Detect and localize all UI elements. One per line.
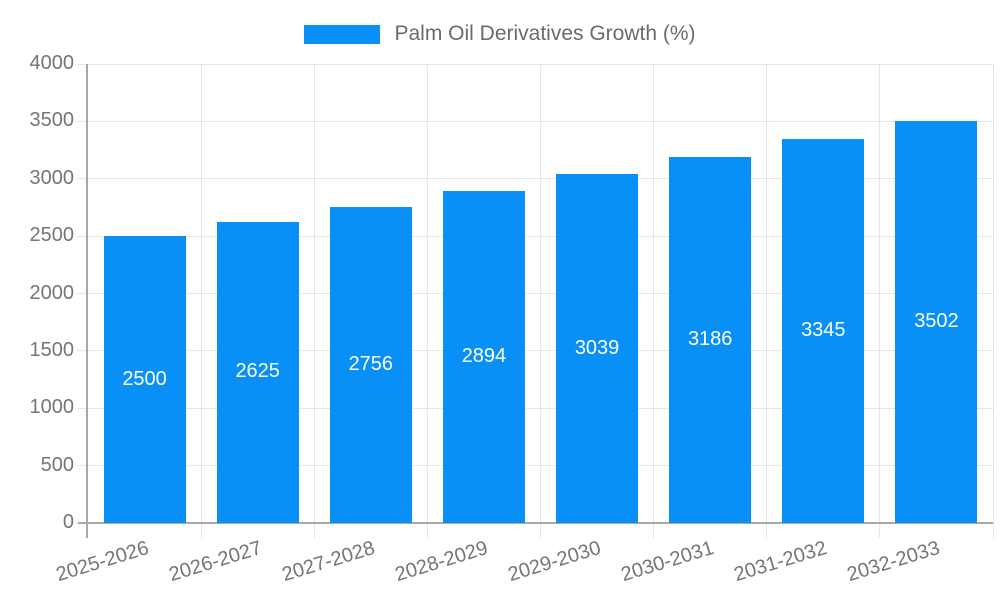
bar[interactable] [556, 174, 639, 523]
y-tick-label: 1500 [29, 338, 75, 361]
legend-label: Palm Oil Derivatives Growth (%) [394, 22, 696, 45]
y-tick-label: 500 [40, 453, 74, 476]
x-grid-line [879, 64, 881, 538]
bar[interactable] [216, 221, 299, 523]
bar[interactable] [669, 157, 752, 523]
y-grid-line [76, 120, 993, 122]
y-tick-label: 4000 [29, 52, 75, 74]
x-grid-line [540, 64, 541, 538]
y-grid-line [76, 407, 993, 409]
y-grid-line [76, 350, 993, 352]
y-grid-line [76, 235, 993, 237]
x-axis-line [78, 522, 993, 524]
y-grid-line [76, 293, 993, 294]
y-tick-label: 2000 [29, 281, 75, 304]
x-grid-line [313, 64, 315, 538]
bar-value-label: 3186 [687, 328, 733, 351]
y-tick-label: 1000 [29, 396, 75, 419]
bar-value-label: 2894 [461, 344, 507, 367]
y-grid-line [76, 465, 993, 467]
y-tick-label: 2500 [29, 224, 75, 247]
y-tick-label: 0 [62, 511, 74, 533]
y-axis-line [86, 64, 88, 538]
bar-value-label: 2500 [122, 367, 167, 390]
x-grid-line [992, 64, 994, 538]
x-grid-line [653, 64, 655, 538]
y-tick-label: 3500 [29, 109, 75, 132]
bar[interactable] [782, 139, 865, 523]
chart-legend[interactable]: Palm Oil Derivatives Growth (%) [0, 22, 1000, 46]
bar-value-label: 2756 [348, 352, 394, 375]
x-grid-line [766, 64, 768, 538]
bar[interactable] [103, 236, 186, 523]
bar-value-label: 3345 [801, 319, 846, 342]
y-grid-line [76, 63, 993, 65]
y-grid-line [76, 178, 993, 180]
bar[interactable] [442, 190, 525, 523]
bar-value-label: 2625 [235, 360, 280, 383]
bar-value-label: 3039 [574, 336, 620, 359]
bar[interactable] [329, 206, 412, 523]
bar-value-label: 3502 [914, 310, 959, 333]
x-grid-line [426, 64, 428, 538]
x-grid-line [200, 64, 202, 538]
y-tick-label: 3000 [29, 166, 75, 189]
legend-swatch [304, 24, 381, 44]
bar[interactable] [895, 121, 978, 523]
